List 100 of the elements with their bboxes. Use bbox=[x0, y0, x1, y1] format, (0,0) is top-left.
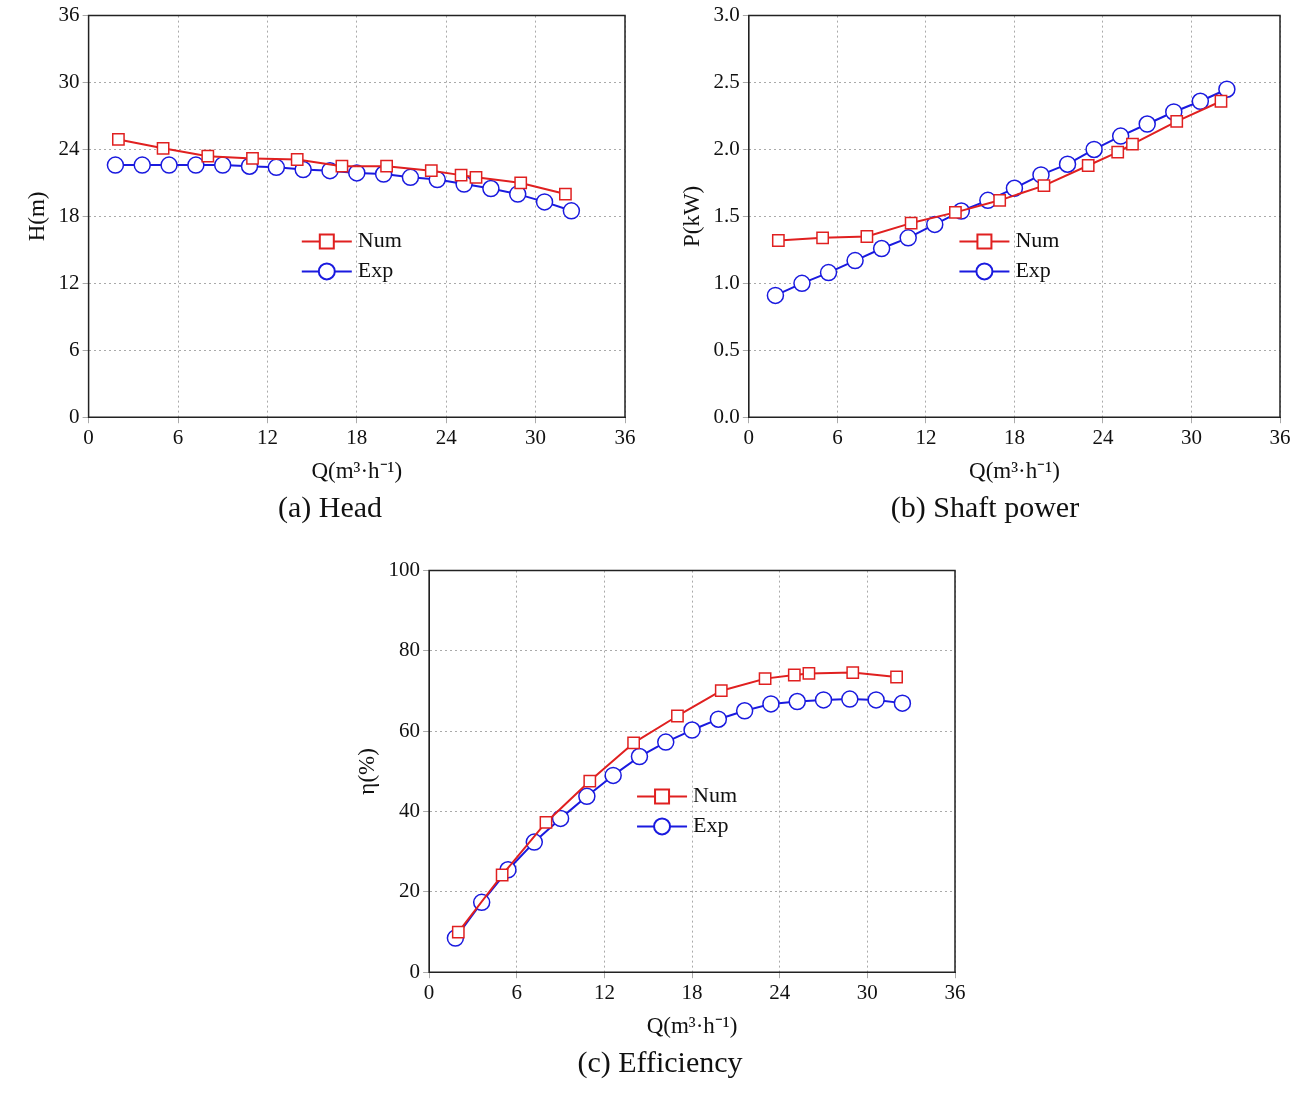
y-tick-label: 80 bbox=[399, 637, 421, 662]
point bbox=[802, 667, 816, 680]
point bbox=[819, 263, 838, 282]
point bbox=[535, 193, 554, 211]
x-tick-label: 36 bbox=[1269, 425, 1291, 450]
point bbox=[1058, 155, 1077, 173]
point bbox=[106, 156, 125, 174]
point bbox=[187, 156, 205, 174]
x-tick-label: 6 bbox=[172, 425, 184, 450]
point bbox=[1005, 179, 1024, 198]
y-tick-label: 2.0 bbox=[713, 135, 740, 160]
legend-label: Num bbox=[1015, 227, 1060, 253]
point bbox=[213, 156, 232, 174]
point bbox=[630, 747, 649, 766]
point bbox=[627, 736, 641, 750]
legend-label: Exp bbox=[1015, 257, 1051, 283]
point bbox=[816, 231, 830, 245]
point bbox=[514, 176, 528, 190]
point bbox=[111, 133, 125, 146]
x-tick-label: 6 bbox=[511, 980, 522, 1005]
point bbox=[1191, 92, 1210, 111]
point bbox=[1218, 80, 1236, 98]
point bbox=[683, 721, 701, 739]
y-tick-label: 1.0 bbox=[713, 269, 740, 294]
legend-label: Exp bbox=[357, 257, 394, 283]
point bbox=[657, 733, 675, 751]
x-tick-label: 30 bbox=[856, 980, 878, 1005]
y-tick-label: 0 bbox=[69, 403, 80, 428]
point bbox=[671, 709, 684, 723]
x-tick-label: 30 bbox=[1180, 425, 1202, 450]
x-tick-label: 36 bbox=[614, 425, 636, 450]
point bbox=[133, 156, 151, 174]
y-tick-label: 30 bbox=[58, 69, 80, 94]
point bbox=[201, 149, 215, 163]
point bbox=[1126, 137, 1139, 151]
text: (a) Head bbox=[276, 490, 384, 524]
y-tick-label: 0 bbox=[409, 958, 421, 983]
y-tick-label: 100 bbox=[388, 557, 421, 582]
point bbox=[558, 187, 572, 201]
x-axis-title: Q(m³·h⁻¹) bbox=[646, 1013, 738, 1039]
point bbox=[380, 159, 394, 173]
y-tick-label: 0.0 bbox=[713, 403, 740, 428]
point bbox=[604, 766, 622, 785]
point bbox=[860, 230, 874, 243]
y-tick-label: 36 bbox=[58, 2, 80, 27]
x-tick-label: 24 bbox=[1092, 425, 1114, 450]
text: (b) Shaft power bbox=[889, 490, 1081, 524]
y-tick-label: 12 bbox=[58, 269, 80, 294]
point bbox=[578, 787, 596, 806]
point bbox=[290, 153, 304, 166]
x-axis-title: Q(m³·h⁻¹) bbox=[969, 458, 1060, 484]
point bbox=[451, 925, 465, 939]
x-tick-label: 18 bbox=[346, 425, 368, 450]
point bbox=[867, 691, 885, 709]
point bbox=[893, 694, 912, 712]
legend-label: Exp bbox=[693, 812, 729, 838]
y-axis-title: H(m) bbox=[23, 191, 49, 242]
y-tick-label: 24 bbox=[58, 135, 81, 160]
y-tick-label: 18 bbox=[58, 202, 80, 227]
x-tick-label: 18 bbox=[681, 980, 703, 1005]
y-axis-title: P(kW) bbox=[678, 185, 704, 248]
point bbox=[246, 151, 259, 165]
point bbox=[787, 668, 801, 682]
x-tick-label: 30 bbox=[525, 425, 547, 450]
point bbox=[793, 274, 811, 293]
point bbox=[899, 229, 917, 247]
point bbox=[1111, 145, 1125, 159]
point bbox=[160, 156, 178, 174]
point bbox=[1170, 114, 1184, 128]
legend-label: Num bbox=[693, 782, 738, 808]
point bbox=[539, 816, 553, 829]
point bbox=[482, 179, 500, 198]
point bbox=[469, 170, 483, 184]
point bbox=[1138, 115, 1156, 133]
point bbox=[890, 670, 903, 684]
x-tick-label: 12 bbox=[593, 980, 615, 1005]
point bbox=[583, 774, 597, 788]
x-tick-label: 12 bbox=[256, 425, 278, 450]
point bbox=[904, 216, 918, 230]
point bbox=[1214, 94, 1228, 108]
y-tick-label: 60 bbox=[399, 717, 421, 742]
legend-label: Num bbox=[357, 227, 402, 253]
point bbox=[846, 251, 864, 270]
y-tick-label: 0.5 bbox=[713, 336, 740, 361]
point bbox=[814, 691, 833, 709]
point bbox=[156, 141, 170, 155]
point bbox=[766, 286, 785, 305]
x-tick-label: 24 bbox=[769, 980, 791, 1005]
point bbox=[267, 158, 286, 177]
point bbox=[551, 809, 570, 828]
point bbox=[1037, 179, 1051, 193]
point bbox=[1111, 127, 1130, 145]
y-tick-label: 20 bbox=[399, 878, 421, 903]
x-tick-label: 6 bbox=[832, 425, 843, 450]
point bbox=[926, 215, 944, 234]
y-tick-label: 2.5 bbox=[713, 69, 740, 94]
point bbox=[335, 159, 349, 173]
text: (c) Efficiency bbox=[576, 1045, 744, 1079]
y-axis-title: η(%) bbox=[353, 748, 379, 795]
point bbox=[846, 666, 860, 680]
